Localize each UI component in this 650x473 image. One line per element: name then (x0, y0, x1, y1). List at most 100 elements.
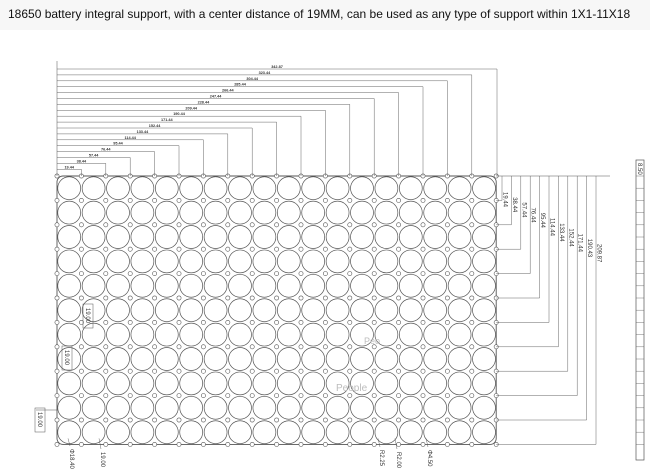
side-view-label: 8.50 (636, 163, 642, 175)
mount-hole (274, 319, 279, 325)
mount-hole (225, 246, 231, 252)
cell-hole (325, 347, 350, 371)
mount-hole (347, 197, 353, 203)
cell-hole (447, 298, 472, 323)
cell-hole (472, 176, 496, 201)
cell-hole (374, 249, 399, 274)
mount-hole (420, 295, 426, 301)
mount-hole (444, 197, 450, 203)
mount-hole (152, 417, 157, 423)
cell-hole (57, 347, 82, 371)
mount-hole (371, 246, 377, 252)
top-dim-label: 19.44 (64, 165, 74, 169)
cell-hole (252, 298, 277, 323)
cell-hole (228, 273, 252, 298)
cell-hole (472, 273, 496, 298)
cell-hole (350, 322, 374, 347)
cell-hole (179, 298, 204, 323)
mount-hole (249, 417, 255, 423)
cell-hole (423, 298, 448, 323)
mount-hole (54, 441, 60, 447)
top-dim-label: 114.44 (124, 136, 136, 140)
top-dim-label: 228.44 (198, 100, 211, 104)
cell-hole (472, 322, 496, 347)
mount-hole (469, 271, 475, 276)
cell-hole (350, 273, 374, 298)
mount-hole (371, 295, 377, 301)
mount-hole (371, 271, 377, 276)
mount-hole (152, 295, 157, 301)
cell-hole (130, 322, 155, 347)
cell-hole (447, 225, 472, 249)
cell-hole (301, 322, 326, 347)
cell-hole (472, 249, 496, 274)
mount-hole (127, 417, 133, 423)
mount-hole (469, 393, 475, 398)
top-dim-label: 190.44 (173, 112, 186, 116)
mount-hole (200, 368, 206, 374)
mount-hole (371, 393, 377, 398)
mount-hole (127, 319, 133, 325)
mount-hole (444, 246, 450, 252)
cell-hole (325, 249, 350, 274)
cell-hole (398, 322, 423, 347)
mount-hole (127, 222, 133, 228)
mount-hole (469, 222, 475, 228)
mount-hole (54, 246, 60, 252)
cell-hole (447, 273, 472, 298)
mount-hole (274, 417, 279, 423)
cell-hole (350, 347, 374, 371)
mount-hole (249, 441, 255, 447)
mount-hole (249, 344, 255, 350)
mount-hole (79, 271, 84, 276)
mount-hole (103, 417, 109, 423)
cell-hole (447, 347, 472, 371)
left-dim-label: 19.00 (63, 350, 69, 366)
watermark: Peo People (336, 336, 380, 394)
cell-hole (374, 420, 399, 445)
cell-hole (276, 371, 301, 396)
mount-hole (79, 246, 84, 252)
top-dim-label: 247.44 (210, 95, 223, 99)
mount-hole (274, 344, 279, 350)
cell-hole (81, 273, 106, 298)
mount-hole (225, 271, 231, 276)
mount-hole (79, 197, 84, 203)
cell-hole (106, 225, 130, 249)
mount-hole (420, 197, 426, 203)
mount-hole (79, 222, 84, 228)
cell-hole (423, 200, 448, 225)
mount-hole (225, 222, 231, 228)
bottom-dim-label: R2.25 (378, 450, 384, 467)
cell-hole (106, 249, 130, 274)
cell-hole (374, 225, 399, 249)
cell-hole (228, 395, 252, 420)
mount-hole (347, 344, 353, 350)
cell-hole (276, 298, 301, 323)
mount-hole (225, 393, 231, 398)
mount-hole (127, 295, 133, 301)
bottom-dim-label: 19.00 (99, 452, 105, 468)
mount-hole (347, 246, 353, 252)
mount-hole (176, 417, 182, 423)
mount-hole (54, 295, 60, 301)
mount-hole (54, 197, 60, 203)
cell-hole (301, 225, 326, 249)
cell-hole (423, 395, 448, 420)
cell-hole (130, 200, 155, 225)
mount-hole (152, 368, 157, 374)
watermark-text: Peo (364, 336, 380, 346)
bottom-dim-leader (425, 438, 429, 448)
mount-hole (103, 271, 109, 276)
mount-hole (298, 393, 304, 398)
mount-hole (420, 441, 426, 447)
cell-hole (374, 176, 399, 201)
bottom-dim-leader (377, 438, 381, 448)
cell-hole (252, 273, 277, 298)
cell-hole (57, 273, 82, 298)
mount-hole (127, 246, 133, 252)
mount-hole (420, 246, 426, 252)
cell-hole (228, 420, 252, 445)
cell-hole (301, 298, 326, 323)
cell-hole (228, 176, 252, 201)
